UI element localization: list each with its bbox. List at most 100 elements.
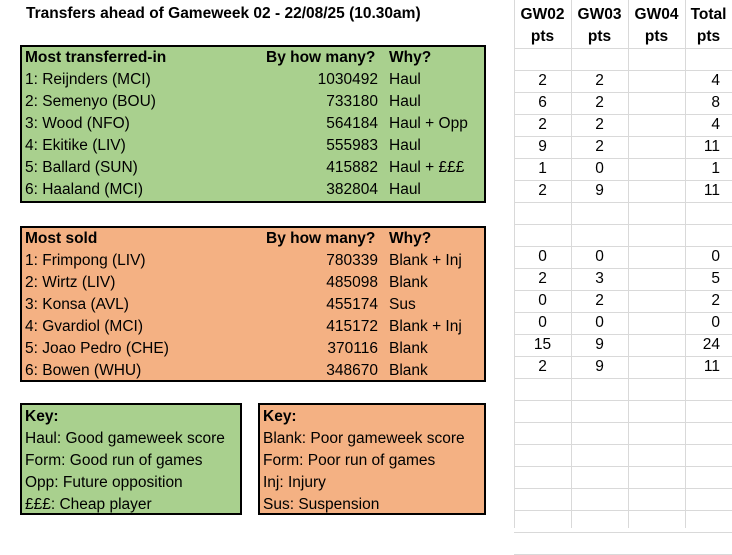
key-item: Blank: Poor gameweek score xyxy=(263,430,465,447)
table-header: Most transferred-in By how many? Why? xyxy=(22,47,484,69)
transfer-count: 455174 xyxy=(326,296,378,313)
points-cell: 1 xyxy=(711,160,720,177)
player-name: 3: Wood (NFO) xyxy=(25,115,130,132)
table-row: 6: Bowen (WHU) 348670 Blank xyxy=(22,360,484,382)
points-header: pts xyxy=(696,28,721,45)
grid-line xyxy=(685,0,686,528)
transfer-count: 382804 xyxy=(326,181,378,198)
transfer-count: 348670 xyxy=(326,362,378,379)
table-row: 3: Wood (NFO) 564184 Haul + Opp xyxy=(22,113,484,135)
points-cell: 0 xyxy=(595,160,604,177)
player-name: 1: Frimpong (LIV) xyxy=(25,252,146,269)
points-cell: 2 xyxy=(595,292,604,309)
player-name: 5: Joao Pedro (CHE) xyxy=(25,340,169,357)
transfer-reason: Haul xyxy=(389,181,421,198)
transfer-reason: Haul xyxy=(389,71,421,88)
points-cell: 2 xyxy=(538,270,547,287)
points-cell: 15 xyxy=(533,336,552,353)
points-cell: 9 xyxy=(595,182,604,199)
key-bad: Key: Blank: Poor gameweek score Form: Po… xyxy=(258,403,486,515)
grid-line xyxy=(514,70,732,71)
points-cell: 2 xyxy=(595,138,604,155)
key-item: £££: Cheap player xyxy=(25,496,152,513)
grid-line xyxy=(628,0,629,528)
transfer-count: 1030492 xyxy=(317,71,378,88)
points-cell: 8 xyxy=(711,94,720,111)
table-row: 4: Gvardiol (MCI) 415172 Blank + Inj xyxy=(22,316,484,338)
transfer-reason: Haul xyxy=(389,93,421,110)
transfer-count: 780339 xyxy=(326,252,378,269)
points-cell: 0 xyxy=(711,314,720,331)
transfer-count: 555983 xyxy=(326,137,378,154)
points-cell: 0 xyxy=(538,248,547,265)
key-good: Key: Haul: Good gameweek score Form: Goo… xyxy=(20,403,242,515)
grid-line xyxy=(514,0,515,528)
transfer-reason: Sus xyxy=(389,296,416,313)
table-row: 4: Ekitike (LIV) 555983 Haul xyxy=(22,135,484,157)
table-row: 3: Konsa (AVL) 455174 Sus xyxy=(22,294,484,316)
player-name: 1: Reijnders (MCI) xyxy=(25,71,151,88)
grid-line xyxy=(514,136,732,137)
grid-line xyxy=(514,488,732,489)
points-cell: 2 xyxy=(538,182,547,199)
points-cell: 4 xyxy=(711,72,720,89)
grid-line xyxy=(514,510,732,511)
points-cell: 11 xyxy=(703,358,720,375)
points-cell: 3 xyxy=(595,270,604,287)
grid-line xyxy=(514,114,732,115)
points-cell: 0 xyxy=(538,292,547,309)
points-cell: 4 xyxy=(711,116,720,133)
grid-line xyxy=(514,466,732,467)
header-why: Why? xyxy=(389,230,432,247)
key-item: Sus: Suspension xyxy=(263,496,380,513)
points-grid: GW02 pts GW03 pts GW04 pts Total pts 2 2 4 6 2 8 2 2 4 9 2… xyxy=(514,0,732,555)
transferred-in-table: Most transferred-in By how many? Why? 1:… xyxy=(20,45,486,203)
player-name: 6: Bowen (WHU) xyxy=(25,362,142,379)
player-name: 4: Gvardiol (MCI) xyxy=(25,318,143,335)
player-name: 6: Haaland (MCI) xyxy=(25,181,144,198)
transfer-reason: Blank xyxy=(389,362,428,379)
grid-line xyxy=(514,48,732,49)
transfer-count: 415882 xyxy=(326,159,378,176)
key-item: Form: Good run of games xyxy=(25,452,203,469)
table-row: 2: Wirtz (LIV) 485098 Blank xyxy=(22,272,484,294)
transfer-count: 370116 xyxy=(327,340,378,357)
points-cell: 2 xyxy=(711,292,720,309)
table-row: 2: Semenyo (BOU) 733180 Haul xyxy=(22,91,484,113)
grid-line xyxy=(514,444,732,445)
points-cell: 9 xyxy=(595,358,604,375)
key-item: Opp: Future opposition xyxy=(25,474,183,491)
transfer-reason: Blank xyxy=(389,274,428,291)
points-cell: 2 xyxy=(595,94,604,111)
points-cell: 1 xyxy=(538,160,547,177)
grid-line xyxy=(514,92,732,93)
points-cell: 2 xyxy=(595,116,604,133)
transfer-reason: Haul + Opp xyxy=(389,115,468,132)
points-header: Total xyxy=(690,6,727,23)
page-title: Transfers ahead of Gameweek 02 - 22/08/2… xyxy=(26,5,421,22)
points-header: GW04 xyxy=(634,6,679,23)
grid-line xyxy=(514,312,732,313)
points-header: GW03 xyxy=(577,6,622,23)
table-row: 5: Joao Pedro (CHE) 370116 Blank xyxy=(22,338,484,360)
table-row: 1: Reijnders (MCI) 1030492 Haul xyxy=(22,69,484,91)
points-cell: 0 xyxy=(538,314,547,331)
grid-line xyxy=(514,158,732,159)
points-cell: 2 xyxy=(538,72,547,89)
points-header: pts xyxy=(644,28,669,45)
points-cell: 9 xyxy=(595,336,604,353)
grid-line xyxy=(514,356,732,357)
table-row: 1: Frimpong (LIV) 780339 Blank + Inj xyxy=(22,250,484,272)
points-cell: 2 xyxy=(538,358,547,375)
player-name: 5: Ballard (SUN) xyxy=(25,159,138,176)
grid-line xyxy=(514,268,732,269)
most-sold-table: Most sold By how many? Why? 1: Frimpong … xyxy=(20,226,486,382)
transfer-count: 415172 xyxy=(326,318,378,335)
key-item: Form: Poor run of games xyxy=(263,452,436,469)
player-name: 4: Ekitike (LIV) xyxy=(25,137,126,154)
header-count: By how many? xyxy=(266,49,376,66)
points-cell: 2 xyxy=(595,72,604,89)
grid-line xyxy=(514,290,732,291)
player-name: 3: Konsa (AVL) xyxy=(25,296,129,313)
points-cell: 9 xyxy=(538,138,547,155)
